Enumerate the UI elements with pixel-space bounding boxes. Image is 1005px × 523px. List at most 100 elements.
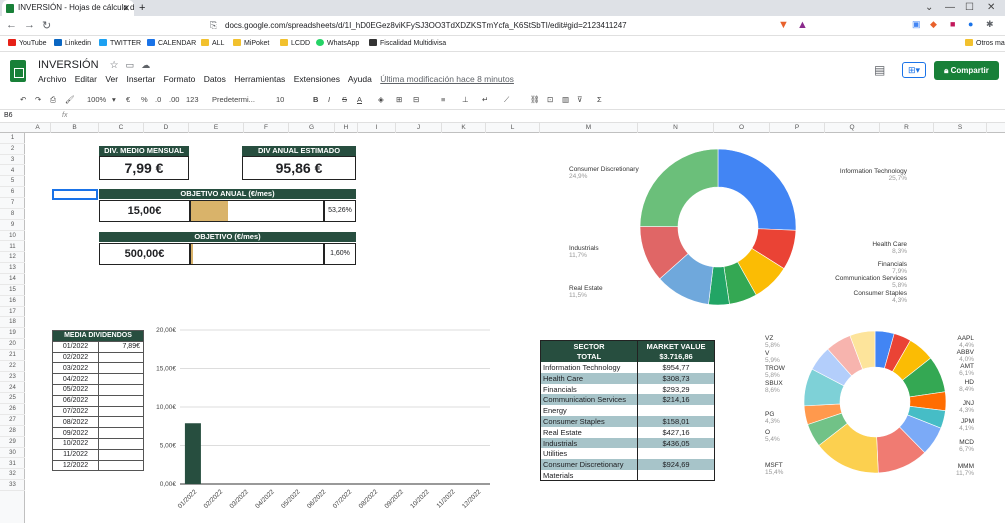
bookmark-twitter[interactable]: TWITTER	[99, 36, 141, 52]
value-cell[interactable]	[98, 416, 144, 429]
column-header[interactable]: E	[189, 123, 244, 133]
row-header[interactable]: 5	[0, 176, 25, 188]
decrease-decimals-button[interactable]: .0	[155, 95, 162, 104]
row-header[interactable]: 6	[0, 187, 25, 199]
fill-color-icon[interactable]: ◈	[378, 95, 384, 104]
market-value-cell[interactable]: $924,69	[637, 459, 715, 471]
sector-cell[interactable]: Energy	[540, 405, 638, 417]
row-header[interactable]: 16	[0, 296, 25, 307]
text-rotate-icon[interactable]: ⟋	[504, 95, 510, 104]
column-header[interactable]: Q	[825, 123, 880, 133]
strikethrough-icon[interactable]: S	[342, 95, 348, 104]
row-header[interactable]: 8	[0, 209, 25, 220]
column-header[interactable]: M	[540, 123, 638, 133]
value-cell[interactable]	[98, 437, 144, 450]
maximize-icon[interactable]: ☐	[965, 2, 974, 13]
text-wrap-icon[interactable]: ↵	[482, 95, 489, 104]
last-edit-link[interactable]: Última modificación hace 8 minutos	[380, 74, 514, 84]
month-cell[interactable]: 07/2022	[52, 405, 99, 418]
month-cell[interactable]: 05/2022	[52, 383, 99, 396]
column-header[interactable]: A	[25, 123, 51, 133]
bookmark-page-icon[interactable]: ⎘	[210, 20, 218, 30]
insert-comment-icon[interactable]: ⊡	[547, 95, 554, 104]
sector-cell[interactable]: Communication Services	[540, 394, 638, 406]
column-header[interactable]: R	[880, 123, 934, 133]
menu-editar[interactable]: Editar	[74, 74, 97, 84]
name-box[interactable]: B6	[4, 112, 13, 119]
borders-icon[interactable]: ⊞	[396, 95, 403, 104]
market-value-cell[interactable]: $293,29	[637, 383, 715, 395]
extensions-puzzle-icon[interactable]: ✱	[986, 19, 994, 29]
column-header[interactable]: N	[638, 123, 714, 133]
back-icon[interactable]: ←	[6, 19, 17, 31]
bookmark-youtube[interactable]: YouTube	[8, 36, 47, 52]
currency-format-button[interactable]: €	[126, 95, 131, 104]
menu-insertar[interactable]: Insertar	[126, 74, 156, 84]
sector-cell[interactable]: Health Care	[540, 372, 638, 384]
row-header[interactable]: 4	[0, 166, 25, 177]
row-header[interactable]: 22	[0, 361, 25, 372]
column-header[interactable]: L	[486, 123, 540, 133]
value-cell[interactable]	[98, 383, 144, 396]
column-header[interactable]: B	[51, 123, 99, 133]
share-button[interactable]: 🔒︎ Compartir	[934, 61, 999, 80]
browser-tab[interactable]: INVERSIÓN - Hojas de cálculo de ✕	[2, 0, 134, 16]
close-tab-icon[interactable]: ✕	[122, 3, 130, 13]
pie-slice[interactable]	[639, 148, 719, 227]
sector-cell[interactable]: Information Technology	[540, 362, 638, 373]
sector-cell[interactable]: Consumer Discretionary	[540, 459, 638, 471]
reload-icon[interactable]: ↻	[42, 20, 52, 32]
sector-cell[interactable]: Materials	[540, 470, 638, 481]
paint-format-icon[interactable]: 🖌︎	[65, 95, 75, 104]
row-header[interactable]: 12	[0, 252, 25, 264]
div-medio-value[interactable]: 7,99 €	[99, 156, 189, 180]
sheets-logo-icon[interactable]	[10, 60, 26, 82]
row-header[interactable]: 29	[0, 437, 25, 448]
bookmark-mipoket[interactable]: MiPoket	[233, 36, 269, 52]
sector-cell[interactable]: Industrials	[540, 437, 638, 449]
chevron-down-icon[interactable]: ⌄	[925, 2, 934, 13]
filter-icon[interactable]: ⊽	[577, 95, 583, 104]
market-value-cell[interactable]	[637, 448, 715, 460]
star-icon[interactable]: ☆	[109, 60, 119, 71]
row-header[interactable]: 14	[0, 274, 25, 285]
other-bookmarks[interactable]: Otros ma	[965, 36, 1005, 52]
bookmark-lcdd[interactable]: LCDD	[280, 36, 310, 52]
row-header[interactable]: 21	[0, 350, 25, 361]
bookmark-all[interactable]: ALL	[201, 36, 224, 52]
value-cell[interactable]	[98, 459, 144, 472]
column-header[interactable]: D	[144, 123, 189, 133]
doc-title[interactable]: INVERSIÓN	[38, 59, 99, 71]
column-header[interactable]: S	[934, 123, 987, 133]
column-header[interactable]: O	[714, 123, 770, 133]
row-header[interactable]: 31	[0, 459, 25, 470]
comments-icon[interactable]: ▤	[874, 63, 886, 77]
new-tab-icon[interactable]: +	[139, 2, 146, 14]
row-header[interactable]: 20	[0, 339, 25, 350]
value-cell[interactable]	[98, 405, 144, 418]
sector-cell[interactable]: Utilities	[540, 448, 638, 460]
value-cell[interactable]	[98, 362, 144, 375]
menu-datos[interactable]: Datos	[203, 74, 226, 84]
row-header[interactable]: 25	[0, 393, 25, 405]
market-value-cell[interactable]: $158,01	[637, 416, 715, 427]
sector-cell[interactable]: Real Estate	[540, 426, 638, 438]
sector-cell[interactable]: Financials	[540, 383, 638, 395]
row-header[interactable]: 7	[0, 198, 25, 209]
column-header[interactable]: F	[244, 123, 289, 133]
text-color-icon[interactable]: A	[357, 95, 363, 104]
italic-icon[interactable]: I	[328, 95, 331, 104]
menu-extensiones[interactable]: Extensiones	[293, 74, 340, 84]
bookmark-whatsapp[interactable]: WhatsApp	[316, 36, 359, 52]
div-anual-value[interactable]: 95,86 €	[242, 156, 356, 180]
month-cell[interactable]: 04/2022	[52, 373, 99, 385]
row-header[interactable]: 26	[0, 404, 25, 416]
market-value-cell[interactable]: $427,16	[637, 426, 715, 438]
extension-icon[interactable]: ■	[950, 19, 956, 29]
market-value-cell[interactable]	[637, 470, 715, 481]
bold-icon[interactable]: B	[313, 95, 319, 104]
value-cell[interactable]: 7,89€	[98, 340, 144, 353]
row-header[interactable]: 13	[0, 263, 25, 274]
month-cell[interactable]: 12/2022	[52, 459, 99, 472]
column-header[interactable]: I	[358, 123, 396, 133]
